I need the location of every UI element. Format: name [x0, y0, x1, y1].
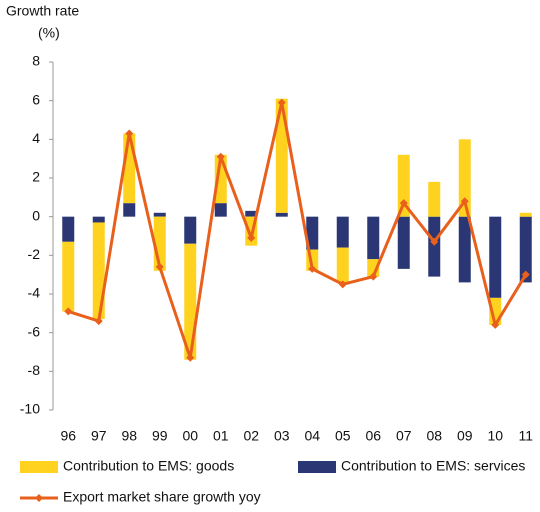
bar — [489, 216, 502, 298]
y-tick-label: -6 — [28, 323, 41, 339]
bar — [336, 247, 349, 283]
bar — [306, 216, 319, 250]
bar — [184, 216, 197, 244]
legend-swatch — [35, 494, 43, 502]
bar — [458, 139, 471, 217]
y-tick-label: 8 — [32, 53, 40, 69]
bar — [397, 154, 410, 217]
legend-label: Export market share growth yoy — [63, 489, 261, 505]
x-tick-label: 96 — [60, 428, 76, 444]
x-tick-label: 09 — [457, 428, 473, 444]
marker — [94, 317, 103, 326]
y-tick-label: -8 — [28, 362, 41, 378]
marker — [521, 270, 530, 279]
x-tick-label: 05 — [335, 428, 351, 444]
marker — [460, 197, 469, 206]
bar — [245, 210, 258, 217]
x-tick-label: 08 — [426, 428, 442, 444]
x-tick-label: 07 — [396, 428, 412, 444]
y-tick-label: 4 — [32, 130, 40, 146]
line — [67, 101, 528, 360]
bar — [519, 212, 532, 217]
marker — [308, 264, 317, 273]
bar — [92, 216, 105, 223]
x-tick-label: 10 — [487, 428, 503, 444]
bar — [336, 216, 349, 248]
y-tick-label: -4 — [28, 285, 41, 301]
x-tick-label: 03 — [274, 428, 290, 444]
y-tick-label: -10 — [20, 401, 40, 417]
bar — [153, 212, 166, 217]
y-axis-label: (%) — [38, 25, 60, 41]
x-tick-label: 97 — [91, 428, 107, 444]
x-tick-label: 02 — [243, 428, 259, 444]
bar — [397, 216, 410, 269]
marker — [277, 98, 286, 107]
y-tick-label: 0 — [32, 207, 40, 223]
marker — [338, 280, 347, 289]
marker — [186, 353, 195, 362]
bar — [458, 216, 471, 283]
y-tick-label: -2 — [28, 246, 41, 262]
x-tick-label: 01 — [213, 428, 229, 444]
marker — [399, 199, 408, 208]
legend-label: Contribution to EMS: goods — [63, 458, 234, 474]
bar — [92, 222, 105, 320]
bar — [214, 203, 227, 217]
bar — [275, 212, 288, 217]
y-axis-label: Growth rate — [6, 3, 79, 19]
x-tick-label: 11 — [518, 428, 533, 444]
marker — [64, 307, 73, 316]
x-tick-label: 04 — [304, 428, 320, 444]
x-tick-label: 98 — [121, 428, 137, 444]
y-tick-label: 2 — [32, 169, 40, 185]
marker — [430, 237, 439, 246]
bar — [428, 216, 441, 277]
bar — [62, 216, 75, 242]
x-tick-label: 06 — [365, 428, 381, 444]
bar — [428, 181, 441, 217]
x-tick-label: 00 — [182, 428, 198, 444]
y-tick-label: 6 — [32, 91, 40, 107]
legend-swatch — [298, 461, 336, 473]
bar — [62, 241, 75, 312]
legend-swatch — [20, 461, 58, 473]
marker — [155, 262, 164, 271]
bar — [123, 203, 136, 217]
marker — [247, 233, 256, 242]
marker — [125, 129, 134, 138]
bar — [367, 216, 380, 260]
bar — [519, 216, 532, 283]
marker — [369, 272, 378, 281]
marker — [216, 152, 225, 161]
legend-label: Contribution to EMS: services — [341, 458, 525, 474]
x-tick-label: 99 — [152, 428, 168, 444]
marker — [491, 320, 500, 329]
